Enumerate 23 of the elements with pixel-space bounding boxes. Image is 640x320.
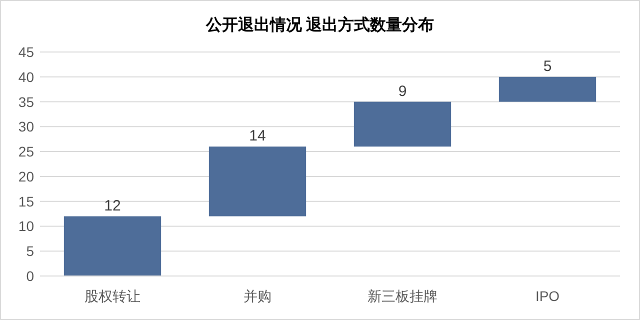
y-tick-label: 30	[18, 118, 34, 135]
y-tick-label: 25	[18, 144, 34, 160]
data-label: 14	[249, 128, 266, 145]
y-tick-label: 10	[18, 218, 34, 234]
x-tick-label: 新三板挂牌	[368, 288, 438, 304]
y-tick-label: 35	[18, 94, 34, 110]
y-tick-label: 0	[26, 268, 34, 284]
bar	[498, 76, 596, 102]
y-tick-label: 5	[26, 243, 34, 260]
data-label: 9	[398, 82, 407, 100]
y-tick-label: 45	[18, 44, 34, 60]
bar	[64, 216, 162, 276]
bar	[208, 146, 306, 216]
data-label: 5	[543, 58, 552, 75]
chart-title: 公开退出情况 退出方式数量分布	[204, 15, 434, 34]
y-tick-label: 20	[18, 168, 34, 184]
x-tick-label: IPO	[535, 288, 560, 304]
y-tick-label: 40	[18, 68, 34, 85]
bar	[354, 102, 452, 147]
data-label: 12	[104, 197, 121, 214]
y-tick-label: 15	[18, 193, 34, 210]
x-tick-label: 股权转让	[84, 288, 140, 304]
x-tick-label: 并购	[244, 288, 272, 304]
